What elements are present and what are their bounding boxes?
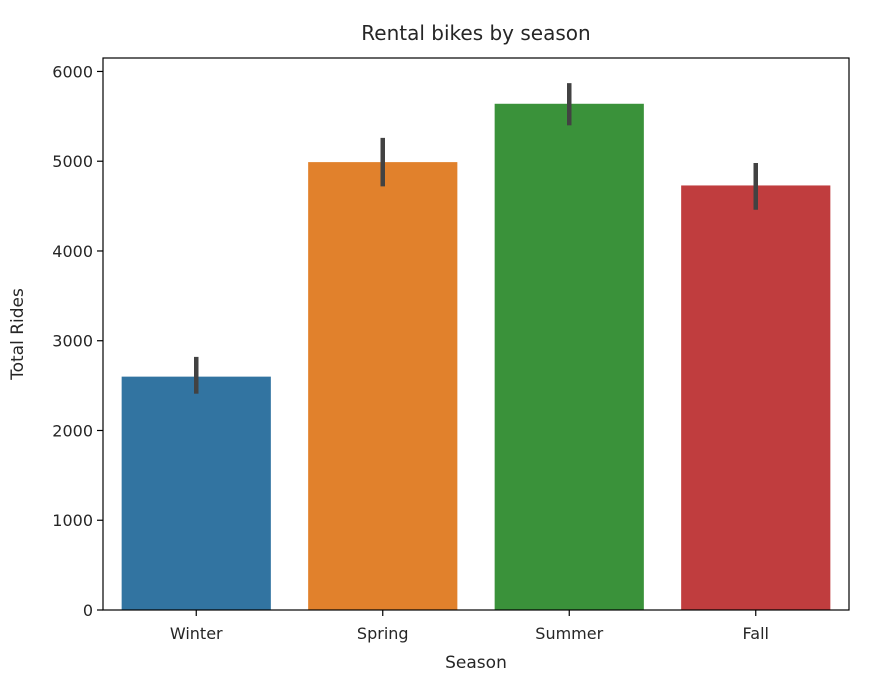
y-tick-label: 2000 [52, 421, 93, 440]
bar-fall [681, 185, 831, 610]
error-bar-series [194, 83, 758, 394]
bar-spring [308, 162, 458, 611]
bar-series [121, 103, 831, 611]
y-tick-label: 3000 [52, 332, 93, 351]
x-axis: Winter Spring Summer Fall [170, 610, 769, 643]
y-tick-label: 6000 [52, 62, 93, 81]
x-tick-label: Fall [743, 624, 769, 643]
y-tick-label: 4000 [52, 242, 93, 261]
bar-summer [494, 103, 644, 611]
x-tick-label: Winter [170, 624, 223, 643]
y-axis-title: Total Rides [8, 288, 28, 381]
y-axis: 0 1000 2000 3000 4000 5000 6000 [52, 62, 103, 620]
x-tick-label: Spring [357, 624, 409, 643]
chart-title: Rental bikes by season [361, 21, 590, 45]
y-tick-label: 1000 [52, 511, 93, 530]
plot-frame [102, 57, 850, 611]
y-tick-label: 0 [83, 601, 93, 620]
x-axis-title: Season [445, 653, 507, 673]
bar-winter [121, 376, 271, 610]
y-tick-label: 5000 [52, 152, 93, 171]
x-tick-label: Summer [535, 624, 603, 643]
